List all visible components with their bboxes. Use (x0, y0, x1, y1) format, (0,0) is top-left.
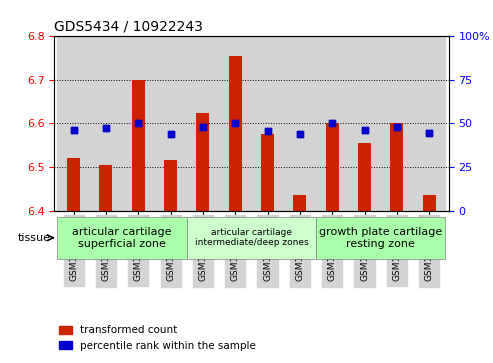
Bar (229, 56, 242, 211)
FancyBboxPatch shape (316, 216, 445, 259)
Bar (154, 36, 187, 211)
Point (231, 121, 239, 126)
Bar (293, 195, 306, 211)
Bar (132, 80, 145, 211)
Point (70, 127, 77, 133)
Point (296, 131, 304, 137)
Bar (349, 36, 381, 211)
Bar (413, 36, 445, 211)
Text: tissue: tissue (18, 233, 51, 243)
Bar (67, 158, 80, 211)
Bar (261, 134, 274, 211)
Point (134, 121, 142, 126)
Bar (67, 158, 80, 211)
Point (361, 127, 369, 133)
Point (328, 121, 336, 126)
Bar (187, 36, 219, 211)
Point (264, 129, 272, 134)
Bar (251, 36, 284, 211)
Bar (219, 36, 251, 211)
Point (425, 131, 433, 136)
Bar (381, 36, 413, 211)
Point (199, 124, 207, 130)
Text: growth plate cartilage
resting zone: growth plate cartilage resting zone (319, 227, 442, 249)
Point (102, 125, 110, 131)
Text: articular cartilage
superficial zone: articular cartilage superficial zone (72, 227, 172, 249)
Bar (423, 195, 436, 211)
Bar (261, 134, 274, 211)
Bar (293, 195, 306, 211)
Legend: transformed count, percentile rank within the sample: transformed count, percentile rank withi… (60, 325, 256, 351)
Point (264, 129, 272, 134)
Bar (316, 36, 349, 211)
Bar (164, 160, 177, 211)
Point (393, 124, 401, 130)
Bar (358, 143, 371, 211)
Bar (100, 165, 112, 211)
Bar (197, 113, 210, 211)
Bar (390, 123, 403, 211)
Bar (423, 195, 436, 211)
Bar (122, 36, 154, 211)
Point (167, 131, 175, 137)
Text: articular cartilage
intermediate/deep zones: articular cartilage intermediate/deep zo… (195, 228, 308, 248)
FancyBboxPatch shape (58, 216, 187, 259)
Bar (284, 36, 316, 211)
Bar (229, 56, 242, 211)
Bar (326, 123, 339, 211)
Bar (197, 113, 210, 211)
Bar (132, 80, 145, 211)
Point (167, 131, 175, 137)
Point (70, 127, 77, 133)
Bar (358, 143, 371, 211)
Point (102, 125, 110, 131)
Bar (58, 36, 90, 211)
Bar (390, 123, 403, 211)
Point (134, 121, 142, 126)
Point (296, 131, 304, 137)
Text: GDS5434 / 10922243: GDS5434 / 10922243 (54, 20, 203, 34)
FancyBboxPatch shape (187, 216, 316, 259)
Point (393, 124, 401, 130)
Point (199, 124, 207, 130)
Point (328, 121, 336, 126)
Point (425, 131, 433, 136)
Bar (326, 123, 339, 211)
Bar (90, 36, 122, 211)
Bar (100, 165, 112, 211)
Point (231, 121, 239, 126)
Point (361, 127, 369, 133)
Bar (164, 160, 177, 211)
